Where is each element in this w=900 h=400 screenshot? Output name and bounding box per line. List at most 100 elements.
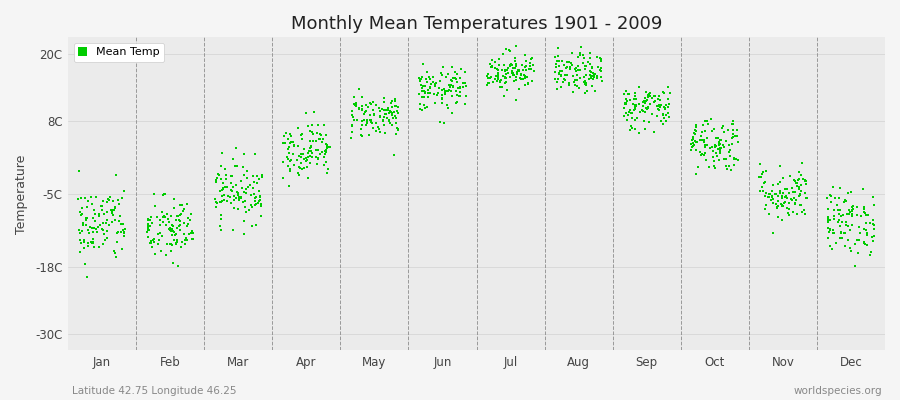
Point [88, 210, 103, 217]
Point [300, 164, 314, 170]
Point [355, 133, 369, 139]
Point [488, 76, 502, 82]
Point [457, 101, 472, 107]
Point [366, 99, 381, 105]
Point [775, 216, 789, 223]
Point [792, 169, 806, 175]
Point [642, 91, 656, 97]
Point [233, 194, 248, 200]
Point [232, 195, 247, 202]
Point [299, 154, 313, 161]
Point [656, 89, 670, 95]
Point [72, 168, 86, 174]
Point [415, 107, 429, 113]
Point [213, 199, 228, 206]
Point [117, 233, 131, 239]
Point [481, 80, 495, 86]
Point [548, 64, 562, 70]
Point [360, 118, 374, 124]
Point [823, 242, 837, 249]
Point [169, 238, 184, 245]
Point [652, 101, 666, 108]
Point [766, 230, 780, 237]
Point [380, 114, 394, 121]
Point [593, 55, 608, 61]
Point [759, 168, 773, 175]
Point [548, 54, 562, 61]
Point [647, 92, 662, 99]
Point [860, 230, 875, 236]
Point [641, 92, 655, 98]
Point [563, 64, 578, 70]
Point [297, 165, 311, 171]
Point [498, 75, 512, 81]
Point [553, 63, 567, 69]
Point [100, 199, 114, 205]
Point [110, 238, 124, 245]
Point [254, 213, 268, 220]
Point [551, 53, 565, 60]
Point [169, 240, 184, 247]
Point [482, 80, 496, 86]
Point [509, 63, 524, 70]
Point [141, 234, 156, 240]
Point [788, 179, 803, 186]
Point [690, 164, 705, 170]
Point [637, 95, 652, 101]
Point [144, 240, 158, 246]
Point [439, 74, 454, 80]
Point [842, 190, 856, 196]
Point [294, 131, 309, 138]
Point [651, 103, 665, 109]
Point [378, 110, 392, 117]
Point [238, 204, 252, 210]
Point [643, 93, 657, 99]
Point [302, 150, 316, 157]
Point [213, 163, 228, 170]
Point [582, 50, 597, 57]
Point [456, 83, 471, 90]
Point [773, 190, 788, 197]
Point [775, 195, 789, 201]
Point [566, 89, 580, 96]
Point [695, 136, 709, 143]
Point [230, 182, 244, 189]
Point [490, 66, 504, 72]
Point [848, 262, 862, 269]
Point [792, 176, 806, 182]
Point [857, 239, 871, 245]
Point [369, 102, 383, 108]
Point [633, 109, 647, 115]
Point [239, 208, 254, 215]
Point [688, 138, 703, 144]
Point [778, 193, 793, 200]
Point [299, 110, 313, 116]
Point [771, 198, 786, 204]
Point [866, 221, 880, 227]
Point [616, 113, 631, 120]
Point [319, 146, 333, 153]
Point [627, 90, 642, 96]
Point [252, 188, 266, 194]
Point [108, 204, 122, 211]
Point [356, 122, 370, 128]
Point [713, 150, 727, 156]
Point [661, 104, 675, 110]
Point [726, 130, 741, 137]
Point [726, 121, 741, 127]
Point [585, 64, 599, 71]
Point [224, 186, 238, 193]
Point [310, 122, 325, 128]
Point [349, 103, 364, 109]
Point [450, 85, 464, 91]
Point [752, 174, 767, 180]
Point [446, 75, 460, 81]
Point [375, 117, 390, 123]
Point [635, 107, 650, 114]
Point [214, 187, 229, 193]
Point [843, 209, 858, 215]
Point [731, 157, 745, 164]
Point [641, 94, 655, 100]
Point [834, 230, 849, 236]
Point [252, 193, 266, 199]
